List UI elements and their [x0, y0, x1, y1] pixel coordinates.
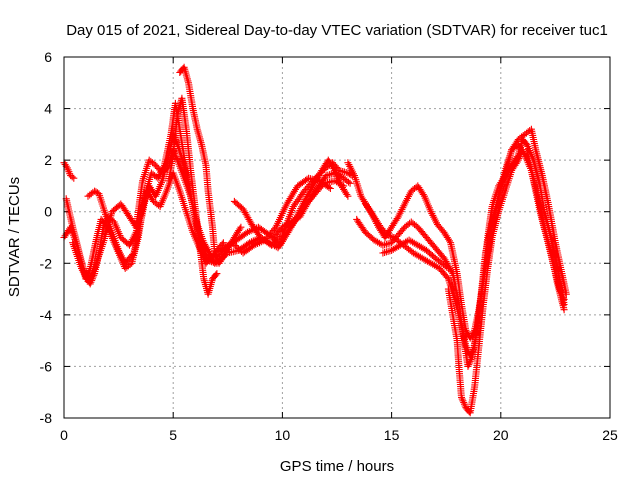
- series-sdtvar: [60, 63, 570, 417]
- data-points: [60, 63, 570, 417]
- data-track-8: [270, 169, 354, 241]
- y-tick-label: 2: [44, 152, 52, 168]
- chart-title: Day 015 of 2021, Sidereal Day-to-day VTE…: [66, 22, 608, 39]
- x-tick-label: 20: [493, 427, 509, 443]
- x-tick-label: 10: [275, 427, 291, 443]
- data-track-5: [165, 94, 221, 298]
- y-axis-title: SDTVAR / TECUs: [6, 177, 23, 297]
- data-track-3: [69, 146, 334, 285]
- x-tick-label: 15: [384, 427, 400, 443]
- plot-frame: [63, 56, 611, 419]
- y-tick-label: -6: [40, 358, 53, 374]
- data-track-6: [176, 63, 245, 267]
- y-tick-label: -8: [40, 410, 53, 426]
- x-axis-title: GPS time / hours: [280, 458, 394, 475]
- y-tick-label: 0: [44, 204, 52, 220]
- y-tick-label: 4: [44, 101, 52, 117]
- x-tick-labels: 0 5 10 15 20 25: [60, 427, 618, 443]
- y-tick-label: -2: [40, 255, 53, 271]
- x-tick-label: 25: [602, 427, 618, 443]
- data-track-13: [379, 236, 452, 272]
- data-track-11: [361, 125, 570, 342]
- y-tick-label: -4: [40, 307, 53, 323]
- x-tick-label: 0: [60, 427, 68, 443]
- y-tick-labels: -8 -6 -4 -2 0 2 4 6: [40, 49, 53, 426]
- x-tick-label: 5: [169, 427, 177, 443]
- data-track-14: [523, 146, 568, 303]
- data-track-12: [444, 146, 527, 417]
- y-tick-label: 6: [44, 49, 52, 65]
